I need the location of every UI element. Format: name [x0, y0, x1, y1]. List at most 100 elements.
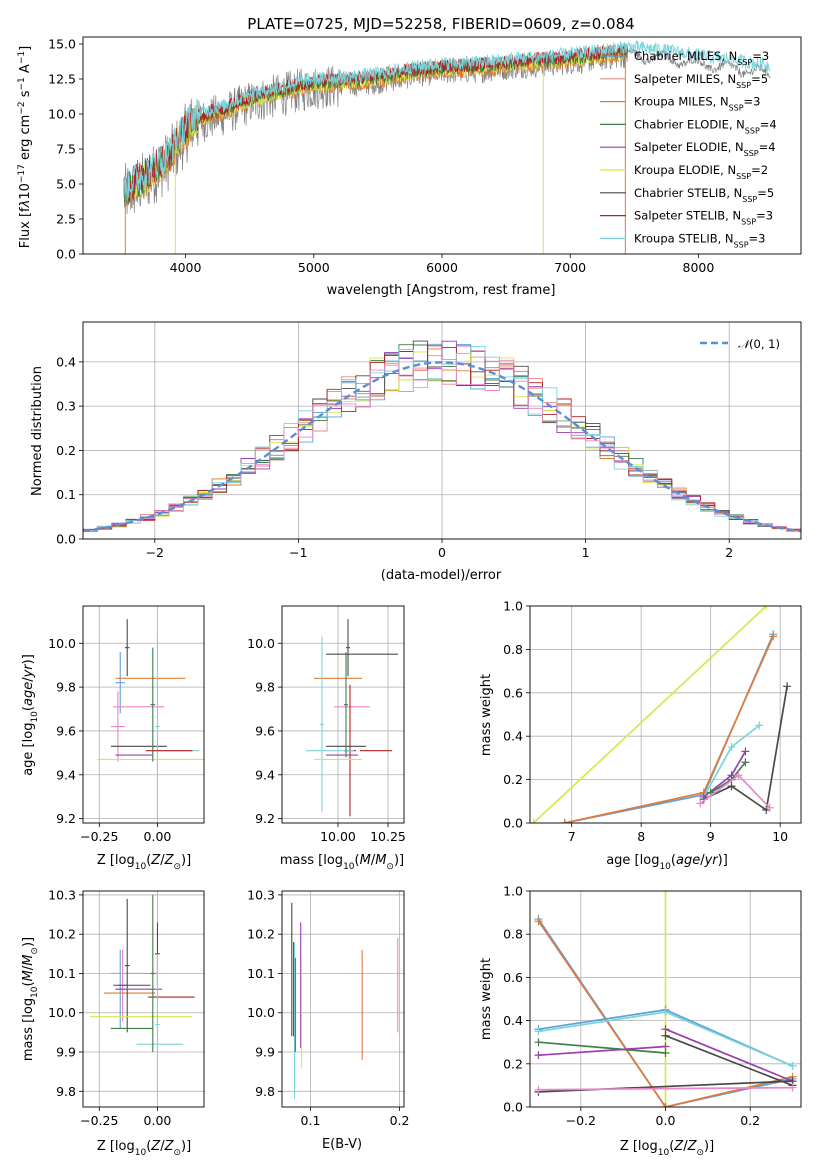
errorbar-point [155, 634, 160, 819]
weight-marker [699, 792, 708, 801]
errorbar-point [344, 652, 348, 758]
y-tick-label: 0.0 [56, 247, 76, 262]
x-tick-label: −2 [146, 545, 164, 560]
weight-marker [661, 1007, 670, 1016]
weight-series-pink [538, 1086, 793, 1091]
x-tick-label: 5000 [298, 260, 330, 275]
y-tick-label: 1.0 [503, 599, 523, 614]
legend-entry: Chabrier ELODIE, NSSP=4 [634, 117, 777, 135]
residuals-ylabel: Normed distribution [30, 366, 45, 496]
age-vs-z-xlabel: Z [log10(Z/Z⊙)] [97, 853, 191, 872]
axes-frame [82, 605, 205, 824]
y-tick-label: 0.0 [503, 1100, 523, 1115]
weight-series-salpeter_elodie [665, 1028, 793, 1082]
grid-layer [282, 606, 404, 823]
y-tick-label: 10.0 [48, 107, 76, 122]
y-tick-label: 1.0 [503, 884, 523, 899]
data-layer [123, 40, 771, 254]
legend-entry: Kroupa STELIB, NSSP=3 [634, 231, 765, 249]
weight-marker [534, 1051, 543, 1060]
errorbar-point [346, 619, 350, 677]
y-tick-label: 0.8 [503, 642, 523, 657]
errorbar-point [124, 898, 130, 1033]
legend-entry: Chabrier MILES, NSSP=3 [634, 49, 769, 67]
x-tick-label: 0.0 [656, 1113, 676, 1128]
weight-marker [727, 743, 736, 752]
x-tick-label: 10 [772, 829, 788, 844]
y-tick-label: 0.4 [503, 729, 523, 744]
grid-layer [83, 891, 204, 1107]
x-tick-label: 0.2 [740, 1113, 760, 1128]
y-tick-label: 10.0 [48, 1005, 76, 1020]
mass-vs-z-panel: −0.25 0.00 9.8 9.9 10.0 10.1 10.2 10.3 Z [log10… [21, 887, 205, 1158]
weight-vs-z-xlabel: Z [log10(Z/Z⊙)] [620, 1139, 714, 1158]
y-tick-label: 9.9 [56, 1045, 76, 1060]
x-tick-label: 10.25 [370, 829, 406, 844]
errorbar-point [124, 619, 130, 677]
age-vs-z-ylabel: age [log10(age/yr)] [21, 654, 40, 776]
data-layer [534, 891, 797, 1107]
y-tick-label: 9.8 [255, 680, 275, 695]
weight-marker [560, 819, 569, 823]
weight-series-chabrier_miles [564, 633, 774, 823]
y-tick-label: 10.1 [247, 966, 275, 981]
gaussian-curve [83, 361, 801, 533]
weight-marker [661, 1103, 670, 1107]
model-spectrum-kroupa_stelib [123, 40, 771, 201]
axes-frame [82, 890, 205, 1108]
y-tick-label: 5.0 [56, 177, 76, 192]
weight-marker [762, 606, 771, 610]
weight-marker [534, 1027, 543, 1036]
weight-series-kroupa_elodie [532, 606, 767, 823]
y-tick-label: 0.8 [503, 927, 523, 942]
y-tick-label: 10.3 [247, 887, 275, 902]
weight-marker [534, 917, 543, 926]
weight-marker [741, 758, 750, 767]
y-tick-label: 0.2 [56, 443, 76, 458]
y-tick-label: 0.4 [56, 354, 76, 369]
y-tick-label: 0.0 [56, 532, 76, 547]
weight-vs-z-panel: −0.2 0.0 0.2 0.0 0.2 0.4 0.6 0.8 1.0 Z [log10(Z/… [479, 884, 802, 1158]
x-tick-label: −0.25 [80, 1113, 118, 1128]
weight-series-chabrier_stelib [665, 1034, 793, 1087]
y-tick-label: 0.2 [503, 1056, 523, 1071]
y-tick-label: 9.8 [56, 680, 76, 695]
errorbar-point [150, 647, 156, 762]
weight-vs-age-panel: 7 8 9 10 0.0 0.2 0.4 0.6 0.8 1.0 age [log10(age/y… [479, 599, 802, 872]
grid-layer [83, 606, 204, 823]
weight-vs-age-ylabel: mass weight [479, 674, 494, 756]
legend-entry: Salpeter STELIB, NSSP=3 [634, 209, 773, 227]
mass-vs-z-ylabel: mass [log10(M/M⊙)] [21, 937, 40, 1061]
weight-marker [741, 747, 750, 756]
weight-series-kroupa_miles [537, 920, 793, 1107]
weight-series-salpeter_elodie [538, 1045, 666, 1057]
y-tick-label: 10.2 [48, 927, 76, 942]
x-tick-label: −0.25 [80, 829, 118, 844]
weight-marker [696, 799, 705, 808]
axes-frame [281, 605, 405, 824]
y-tick-label: 2.5 [56, 212, 76, 227]
y-tick-label: 9.8 [255, 1084, 275, 1099]
residuals-panel: −2 −1 0 1 2 0.0 0.1 0.2 0.3 0.4 𝒩(0, 1) (data-mode… [30, 321, 802, 583]
x-tick-label: 10.00 [320, 829, 356, 844]
weight-marker [783, 682, 792, 691]
x-tick-label: 0.1 [301, 1113, 321, 1128]
y-tick-label: 0.0 [503, 816, 523, 831]
age-vs-mass-panel: 10.00 10.25 9.2 9.4 9.6 9.8 10.0 mass [log10(M… [247, 605, 406, 872]
data-layer [83, 340, 801, 533]
grid-layer [282, 891, 404, 1107]
x-tick-label: 1 [582, 545, 590, 560]
y-tick-label: 0.1 [56, 487, 76, 502]
spectrum-legend: Chabrier MILES, NSSP=3 Salpeter MILES, NS… [600, 49, 777, 249]
y-tick-label: 9.4 [56, 767, 76, 782]
x-tick-label: 9 [707, 829, 715, 844]
data-layer [306, 619, 398, 817]
y-tick-label: 9.6 [56, 723, 76, 738]
age-vs-mass-xlabel: mass [log10(M/M⊙)] [280, 853, 404, 872]
x-tick-label: −1 [289, 545, 307, 560]
residual-histogram-salpeter_stelib [83, 345, 801, 532]
y-tick-label: 10.3 [48, 887, 76, 902]
x-tick-label: 0 [438, 545, 446, 560]
age-vs-z-panel: −0.25 0.00 9.2 9.4 9.6 9.8 10.0 Z [log10(Z/Z⊙)… [21, 605, 205, 872]
